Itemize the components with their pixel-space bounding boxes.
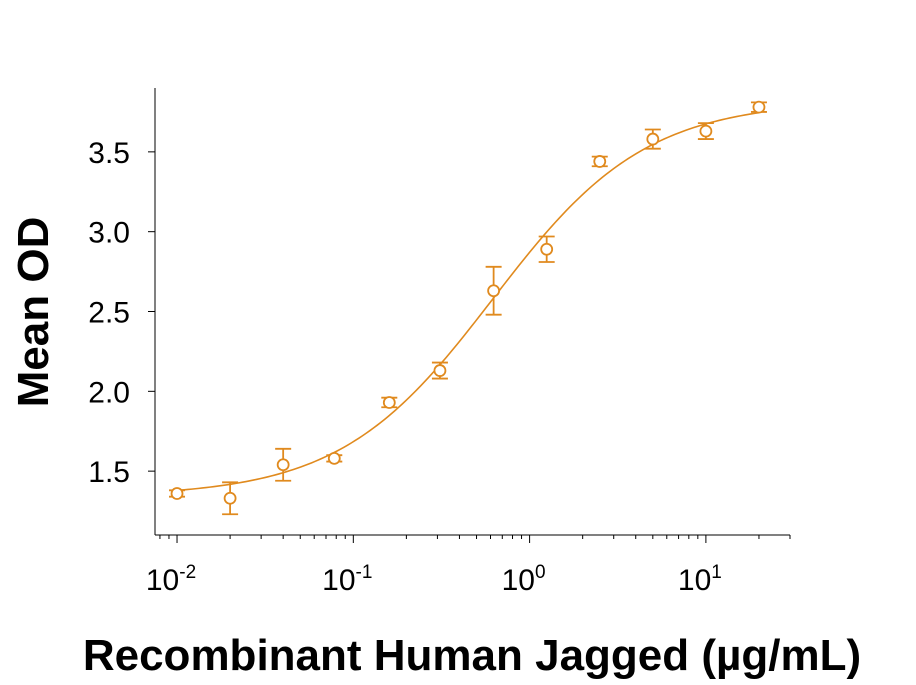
point-marker <box>752 100 766 114</box>
point-marker <box>646 132 660 146</box>
y-axis-title: Mean OD <box>9 217 58 408</box>
y-tick-label: 3.0 <box>88 217 130 250</box>
data-point <box>644 128 661 150</box>
y-tick-label: 1.5 <box>88 456 130 489</box>
point-marker <box>433 364 447 377</box>
point-marker <box>487 284 501 298</box>
point-marker <box>223 491 237 505</box>
data-point <box>485 265 502 316</box>
y-tick-label: 3.5 <box>88 137 130 170</box>
data-points-layer <box>169 100 767 516</box>
point-marker <box>699 124 713 138</box>
data-point <box>222 481 239 516</box>
fit-curve <box>176 111 760 492</box>
x-tick-label: 10-2 <box>146 562 196 597</box>
point-marker <box>170 487 184 500</box>
y-tick-label: 2.5 <box>88 297 130 330</box>
data-point <box>326 451 343 465</box>
x-tick-label: 101 <box>678 562 722 597</box>
data-point <box>381 396 398 409</box>
point-marker <box>327 451 341 465</box>
point-marker <box>540 242 554 256</box>
point-marker <box>593 155 607 168</box>
data-point <box>431 361 448 380</box>
data-point <box>697 122 714 140</box>
y-tick-label: 2.0 <box>88 376 130 409</box>
point-marker <box>382 396 396 409</box>
x-axis-title: Recombinant Human Jagged (µg/mL) <box>83 631 861 680</box>
data-point <box>169 487 186 500</box>
point-marker <box>276 458 290 472</box>
x-tick-label: 10-1 <box>322 562 372 597</box>
data-point <box>750 100 767 114</box>
y-ticks: 1.5 2.0 2.5 3.0 3.5 <box>88 137 155 489</box>
x-tick-label: 100 <box>502 562 546 597</box>
x-ticks: 10-2 10-1 100 101 <box>146 535 791 597</box>
data-point <box>538 235 555 263</box>
data-point <box>591 155 608 168</box>
fit-curve-layer <box>176 111 760 492</box>
data-point <box>275 447 292 482</box>
axes <box>154 88 790 536</box>
